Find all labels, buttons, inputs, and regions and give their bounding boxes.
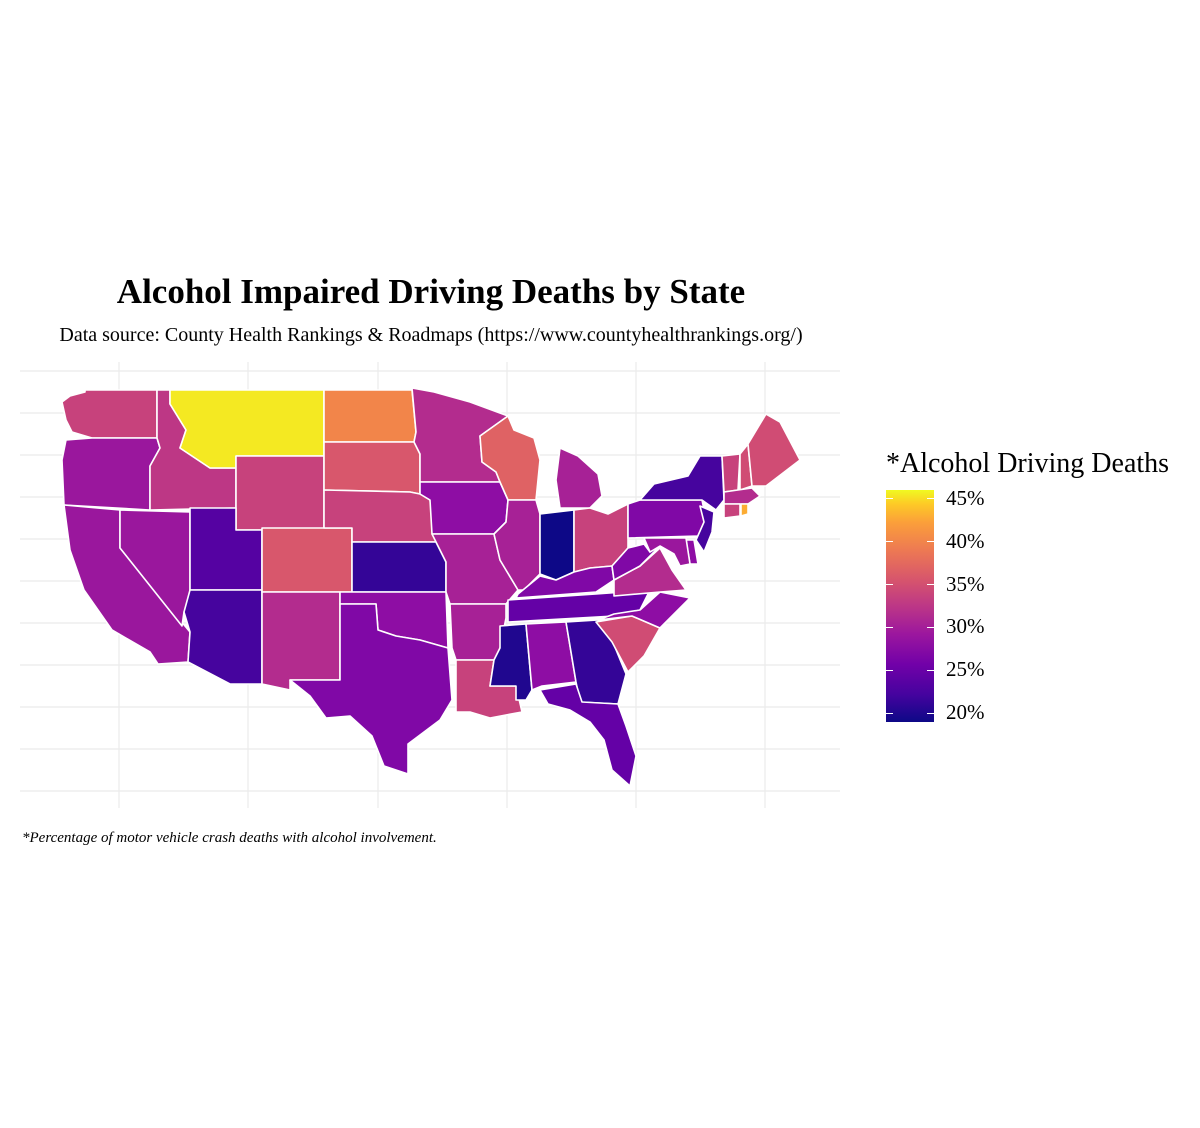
legend-tick-mark: [927, 712, 934, 715]
state-arizona: [183, 589, 263, 685]
legend-tick-label: 45%: [946, 485, 985, 510]
states-layer: [61, 387, 801, 787]
legend-tick-label: 20%: [946, 700, 985, 725]
legend-tick-mark: [886, 583, 893, 586]
state-illinois: [493, 499, 541, 591]
legend-colorbar: [886, 490, 934, 722]
legend-tick-mark: [927, 540, 934, 543]
legend-tick-mark: [886, 540, 893, 543]
legend-tick-label: 40%: [946, 528, 985, 553]
state-massachusetts: [723, 487, 761, 505]
state-iowa: [419, 481, 509, 535]
legend-tick-label: 30%: [946, 614, 985, 639]
legend-tick-label: 25%: [946, 657, 985, 682]
chart-caption: *Percentage of motor vehicle crash death…: [22, 830, 437, 846]
state-alabama: [525, 621, 577, 691]
legend-tick-mark: [927, 669, 934, 672]
state-wyoming: [235, 455, 325, 531]
state-connecticut: [723, 503, 741, 519]
legend-tick-mark: [886, 669, 893, 672]
legend-tick-mark: [927, 497, 934, 500]
state-kentucky: [515, 565, 615, 599]
state-maryland: [643, 537, 691, 567]
state-north-carolina: [597, 591, 691, 629]
legend-title: *Alcohol Driving Deaths: [886, 448, 1170, 479]
legend-tick-mark: [927, 626, 934, 629]
state-florida: [539, 683, 637, 787]
state-oregon: [61, 437, 161, 511]
state-washington: [61, 389, 158, 439]
legend-tick-mark: [927, 583, 934, 586]
legend-tick-label: 35%: [946, 571, 985, 596]
chart-title: Alcohol Impaired Driving Deaths by State: [116, 272, 746, 311]
state-indiana: [539, 509, 575, 581]
state-michigan: [555, 447, 603, 509]
state-south-dakota: [323, 441, 421, 495]
state-rhode-island: [740, 503, 749, 517]
state-colorado: [261, 527, 353, 593]
state-north-dakota: [323, 389, 417, 443]
legend-tick-mark: [886, 626, 893, 629]
state-maine: [747, 413, 801, 487]
state-kansas: [351, 541, 447, 593]
state-pennsylvania: [627, 499, 707, 539]
state-new-mexico: [261, 591, 341, 691]
state-texas: [289, 603, 453, 775]
state-vermont: [721, 453, 741, 493]
state-new-jersey: [695, 505, 715, 553]
legend-tick-mark: [886, 497, 893, 500]
legend-tick-mark: [886, 712, 893, 715]
chart-subtitle: Data source: County Health Rankings & Ro…: [59, 324, 803, 346]
